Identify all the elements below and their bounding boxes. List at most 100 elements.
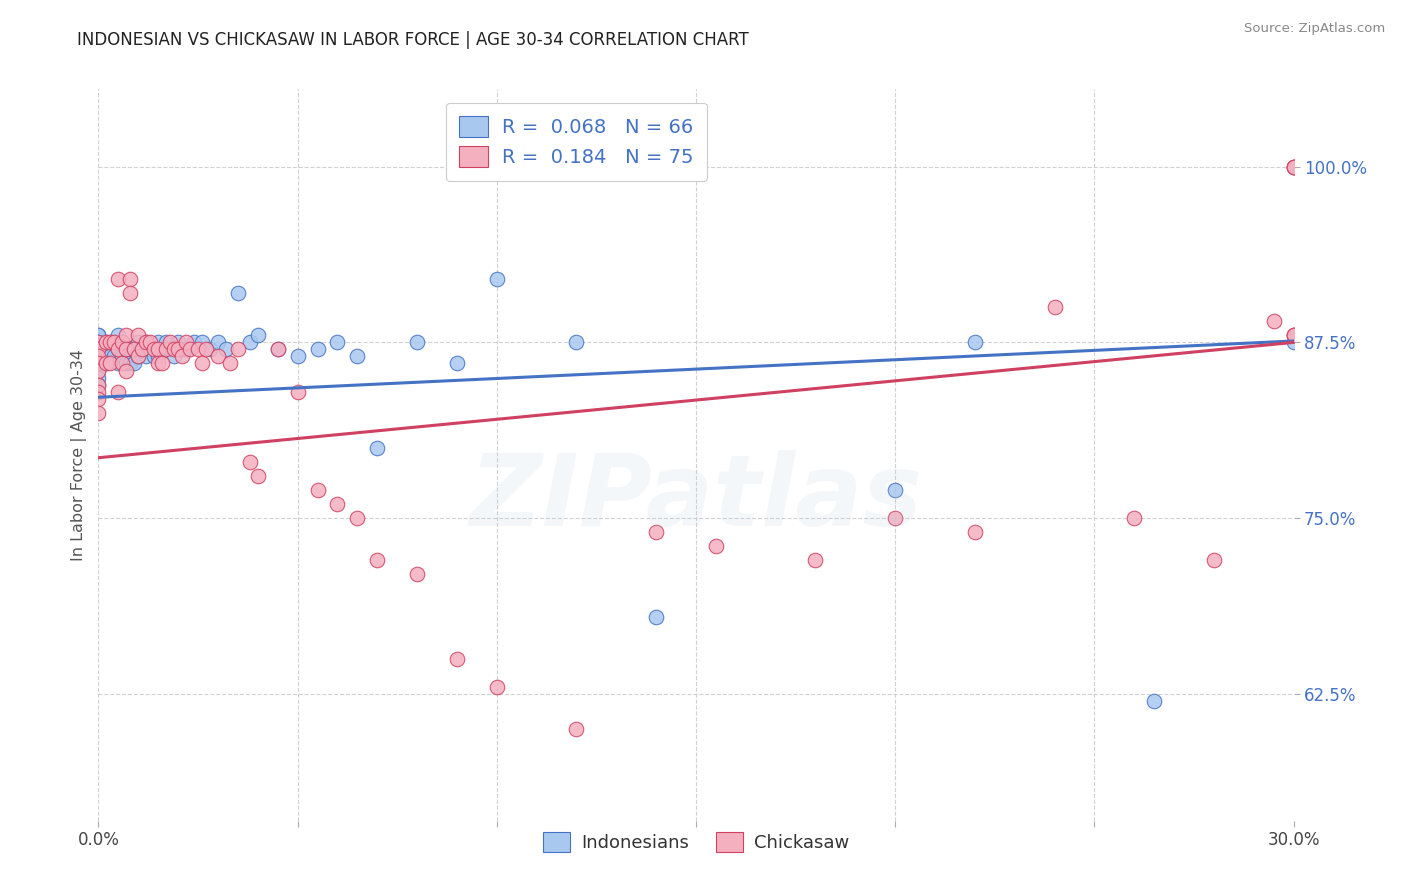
Point: [159, 343, 181, 357]
Point: [139, 335, 162, 350]
Text: ZIPatlas: ZIPatlas: [470, 450, 922, 548]
Point: [326, 497, 349, 511]
Point: [155, 335, 177, 350]
Point: [884, 483, 907, 497]
Point: [87, 350, 110, 364]
Point: [187, 343, 209, 357]
Legend: Indonesians, Chickasaw: Indonesians, Chickasaw: [536, 825, 856, 859]
Point: [143, 350, 166, 364]
Point: [103, 335, 125, 350]
Point: [124, 343, 146, 357]
Point: [645, 609, 668, 624]
Point: [98, 350, 122, 364]
Point: [148, 343, 170, 357]
Point: [87, 356, 110, 370]
Point: [87, 392, 110, 406]
Point: [115, 356, 138, 370]
Point: [111, 335, 134, 350]
Point: [131, 343, 153, 357]
Point: [1282, 160, 1305, 174]
Point: [1282, 160, 1305, 174]
Point: [267, 343, 290, 357]
Point: [307, 483, 329, 497]
Point: [167, 335, 190, 350]
Point: [179, 343, 201, 357]
Point: [1043, 300, 1066, 314]
Point: [111, 356, 134, 370]
Point: [884, 511, 907, 525]
Point: [111, 335, 134, 350]
Point: [107, 343, 129, 357]
Point: [135, 335, 157, 350]
Point: [1202, 553, 1225, 567]
Point: [127, 328, 149, 343]
Point: [207, 350, 229, 364]
Point: [96, 356, 118, 370]
Point: [127, 335, 149, 350]
Y-axis label: In Labor Force | Age 30-34: In Labor Force | Age 30-34: [72, 349, 87, 561]
Point: [307, 343, 329, 357]
Point: [159, 335, 181, 350]
Point: [183, 335, 205, 350]
Text: INDONESIAN VS CHICKASAW IN LABOR FORCE | AGE 30-34 CORRELATION CHART: INDONESIAN VS CHICKASAW IN LABOR FORCE |…: [77, 31, 749, 49]
Point: [127, 350, 149, 364]
Point: [172, 343, 194, 357]
Point: [963, 525, 986, 540]
Point: [150, 356, 173, 370]
Point: [120, 286, 142, 301]
Point: [87, 377, 110, 392]
Point: [96, 335, 118, 350]
Point: [115, 363, 138, 377]
Point: [172, 350, 194, 364]
Point: [226, 343, 249, 357]
Point: [406, 567, 429, 582]
Point: [120, 356, 142, 370]
Point: [87, 356, 110, 370]
Point: [366, 553, 388, 567]
Point: [98, 335, 122, 350]
Point: [163, 343, 186, 357]
Point: [131, 343, 153, 357]
Point: [267, 343, 290, 357]
Point: [103, 350, 125, 364]
Point: [87, 343, 110, 357]
Point: [115, 343, 138, 357]
Point: [148, 350, 170, 364]
Point: [107, 384, 129, 399]
Point: [87, 356, 110, 370]
Point: [148, 335, 170, 350]
Point: [150, 343, 173, 357]
Point: [565, 722, 588, 736]
Point: [124, 356, 146, 370]
Point: [1123, 511, 1146, 525]
Point: [346, 350, 368, 364]
Point: [1282, 328, 1305, 343]
Point: [287, 384, 309, 399]
Point: [115, 328, 138, 343]
Point: [135, 350, 157, 364]
Point: [87, 363, 110, 377]
Point: [163, 350, 186, 364]
Point: [485, 680, 508, 694]
Point: [1143, 694, 1166, 708]
Point: [127, 350, 149, 364]
Point: [135, 335, 157, 350]
Point: [87, 335, 110, 350]
Point: [96, 356, 118, 370]
Point: [87, 328, 110, 343]
Point: [1282, 335, 1305, 350]
Point: [155, 343, 177, 357]
Point: [704, 539, 727, 553]
Point: [96, 335, 118, 350]
Point: [98, 335, 122, 350]
Point: [239, 335, 262, 350]
Point: [446, 356, 468, 370]
Point: [174, 343, 197, 357]
Point: [366, 441, 388, 455]
Point: [87, 370, 110, 384]
Point: [191, 335, 214, 350]
Point: [963, 335, 986, 350]
Point: [287, 350, 309, 364]
Point: [167, 343, 190, 357]
Point: [87, 377, 110, 392]
